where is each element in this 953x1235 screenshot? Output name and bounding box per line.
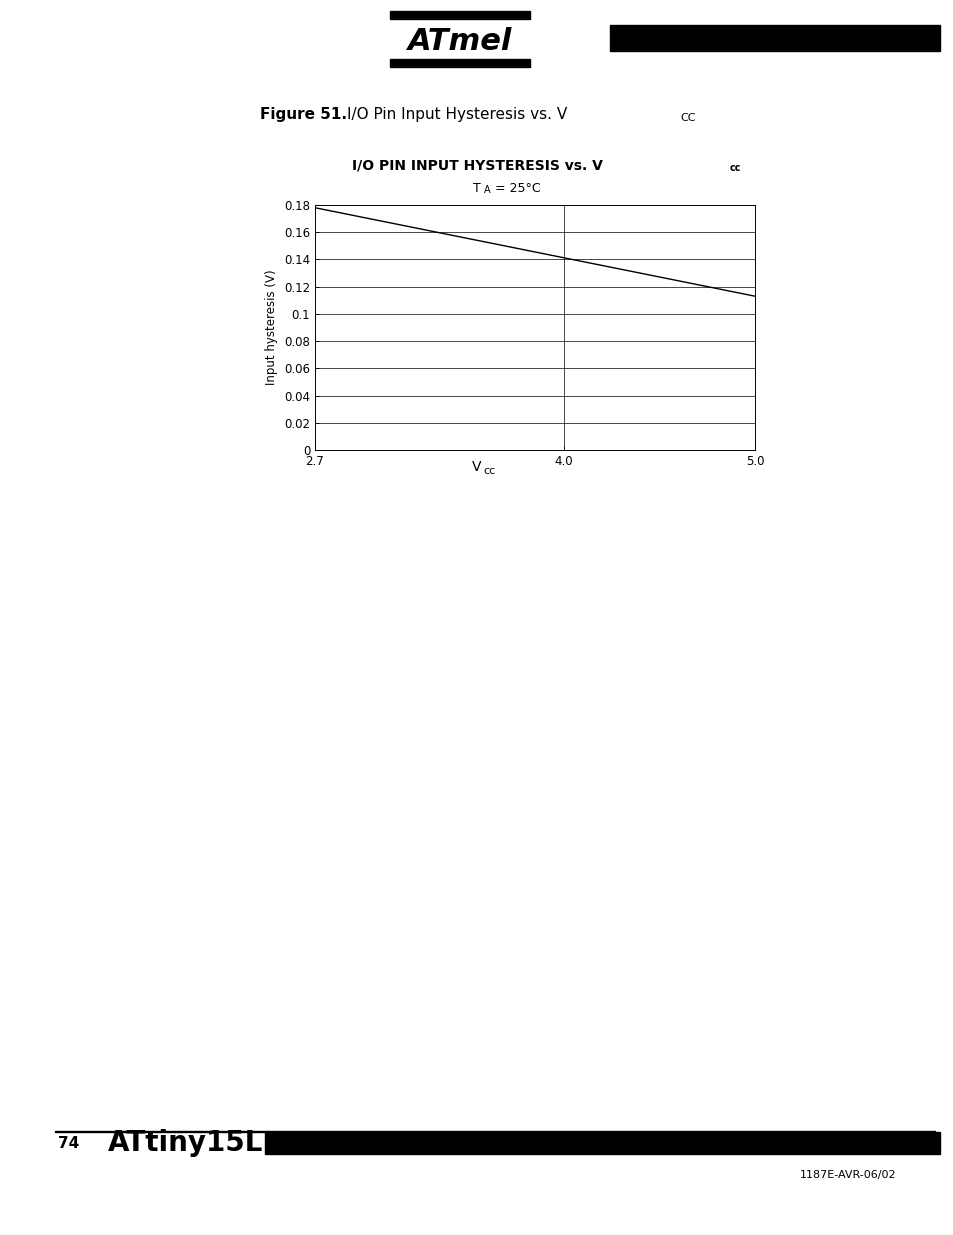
Y-axis label: Input hysteresis (V): Input hysteresis (V) (265, 269, 278, 385)
Text: I/O Pin Input Hysteresis vs. V: I/O Pin Input Hysteresis vs. V (347, 107, 567, 122)
Text: CC: CC (679, 112, 695, 124)
Text: ATmel: ATmel (407, 26, 512, 56)
Bar (390, 59, 530, 67)
Bar (609, 25, 939, 51)
Bar (390, 11, 530, 19)
Text: 1187E-AVR-06/02: 1187E-AVR-06/02 (799, 1170, 895, 1179)
Text: V: V (472, 459, 481, 474)
Text: Figure 51.: Figure 51. (260, 107, 347, 122)
Text: T: T (473, 182, 480, 194)
Text: A: A (483, 185, 490, 195)
Bar (55, 1130, 934, 1132)
Text: ATtiny15L: ATtiny15L (108, 1129, 263, 1157)
Bar (265, 1132, 939, 1153)
Text: cc: cc (482, 466, 495, 475)
Text: I/O PIN INPUT HYSTERESIS vs. V: I/O PIN INPUT HYSTERESIS vs. V (352, 159, 601, 173)
Text: 74: 74 (58, 1135, 79, 1151)
Text: cc: cc (729, 163, 740, 173)
Text: = 25°C: = 25°C (495, 182, 540, 194)
